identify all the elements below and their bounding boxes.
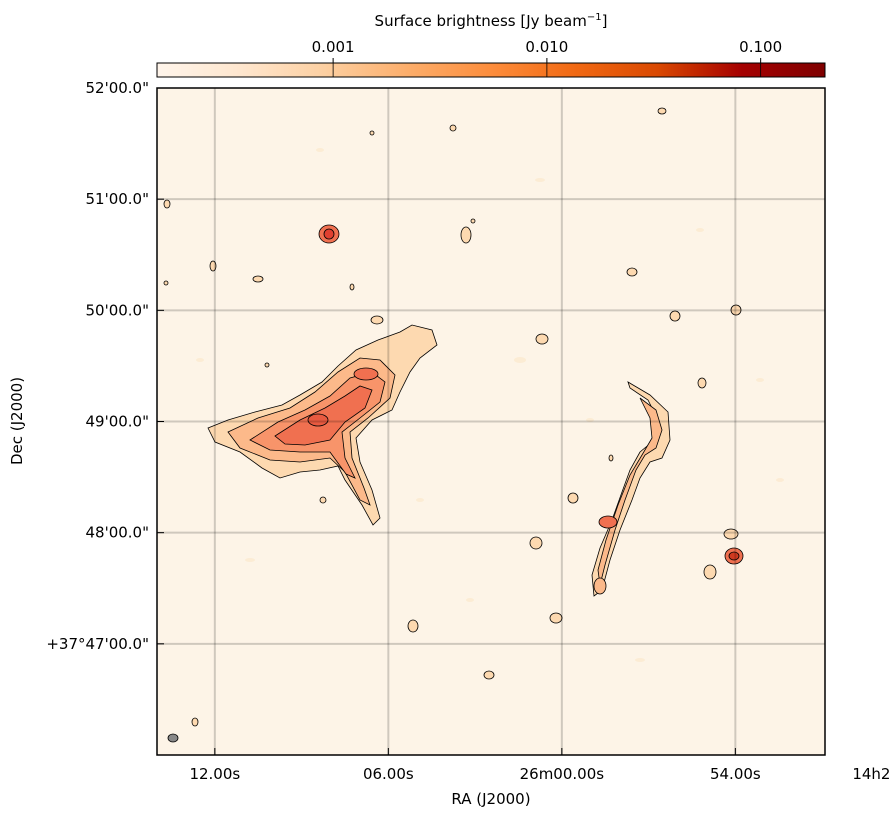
x-tick-label: 54.00s [710,765,761,783]
colorbar: 0.001 0.010 0.100 Surface brightness [Jy b… [156,12,826,78]
y-tick-label: 52'00.0" [85,79,149,97]
compact-source [483,670,495,680]
x-axis-ticks: 12.00s 06.00s 26m00.00s 54.00s 14h25m48.00s [189,748,891,783]
noise-speckles [196,148,784,662]
compact-source [703,564,717,580]
compact-source [626,267,638,277]
colorbar-tick-label: 0.001 [312,38,355,56]
coordinate-grid [157,88,825,755]
compact-source [323,228,335,240]
right-tailed-source [591,381,671,597]
colorbar-label: Surface brightness [Jy beam−1] [375,12,608,30]
compact-source [264,362,270,368]
map-panel: 12.00s06.00s26m00.00s54.00s14h25m48.00s … [46,79,891,783]
x-axis-label: RA (J2000) [451,790,530,808]
y-tick-label: 51'00.0" [85,190,149,208]
y-axis-label: Dec (J2000) [8,377,26,465]
compact-source [567,492,579,504]
compact-source [449,124,457,132]
x-tick-label: 26m00.00s [520,765,605,783]
compact-source [470,218,476,224]
emission-layer [163,107,784,743]
compact-source [191,717,199,727]
left-galaxy-core [307,413,329,427]
right-tail-knot [598,515,618,529]
compact-source [349,283,355,291]
compact-source [728,551,740,561]
right-tail-end [593,577,607,595]
compact-source [167,733,179,743]
compact-source [407,619,419,633]
compact-source [657,107,667,115]
compact-source [535,333,549,345]
compact-source [460,226,472,244]
compact-source [252,275,264,283]
compact-source [163,280,169,286]
compact-source [369,130,375,136]
left-galaxy-knot [353,367,379,381]
colorbar-tick-label: 0.100 [739,38,782,56]
colorbar-tick-label: 0.010 [525,38,568,56]
compact-source [163,199,171,209]
colorbar-gradient [156,62,826,78]
compact-source [723,528,739,540]
compact-source [549,612,563,624]
compact-source [608,454,614,462]
compact-source [697,377,707,389]
compact-source [209,260,217,272]
compact-sources [163,107,744,743]
y-tick-label: +37°47'00.0" [46,635,149,653]
left-radio-galaxy [207,324,438,526]
compact-source [730,304,742,316]
compact-source [669,310,681,322]
compact-source [319,496,327,504]
compact-source [370,315,384,325]
y-tick-label: 48'00.0" [85,524,149,542]
x-tick-label: 14h25m48.00s [852,765,891,783]
x-tick-label: 06.00s [363,765,414,783]
y-tick-label: 50'00.0" [85,301,149,319]
compact-source [529,536,543,550]
x-tick-label: 12.00s [189,765,240,783]
y-axis-ticks: 52'00.0" 51'00.0" 50'00.0" 49'00.0" 48'00.0"… [46,79,164,653]
colorbar-ticks: 0.001 0.010 0.100 [312,38,782,77]
right-tail-inner-contour [597,397,663,586]
y-tick-label: 49'00.0" [85,413,149,431]
